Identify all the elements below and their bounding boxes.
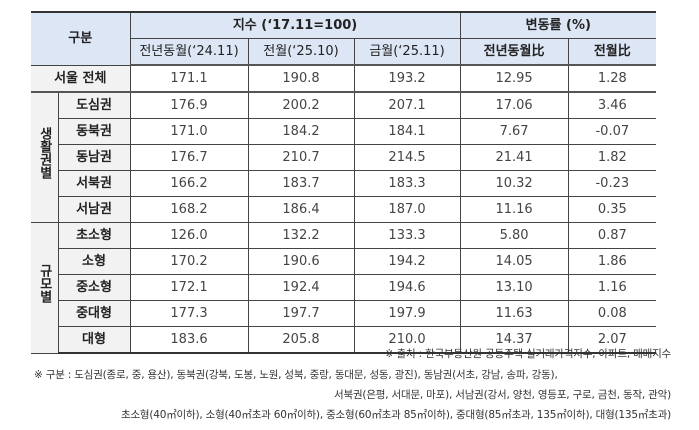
- cell-value: 197.7: [247, 300, 355, 327]
- source-note: ※ 출처 : 한국부동산원 공동주택 실거래가격지수, 아파트, 매매지수: [384, 348, 671, 360]
- table-row: 중소형 172.1 192.4 194.6 13.10 1.16: [31, 274, 657, 301]
- cell-value: 166.2: [129, 170, 249, 197]
- table-row: 서남권 168.2 186.4 187.0 11.16 0.35: [31, 196, 657, 223]
- cell-value: 1.86: [567, 248, 657, 275]
- table-row: 소형 170.2 190.6 194.2 14.05 1.86: [31, 248, 657, 275]
- cell-value: 7.67: [459, 118, 569, 145]
- cell-value: 193.2: [353, 64, 461, 93]
- cell-value: 10.32: [459, 170, 569, 197]
- cell-value: 12.95: [459, 64, 569, 93]
- cell-value: 192.4: [247, 274, 355, 301]
- cell-value: -0.23: [567, 170, 657, 197]
- table-row-seoul-total: 서울 전체 171.1 190.8 193.2 12.95 1.28: [31, 64, 657, 93]
- cell-value: 183.3: [353, 170, 461, 197]
- change-group-header: 변동률 (%): [459, 11, 657, 39]
- cell-value: 170.2: [129, 248, 249, 275]
- cell-value: 176.9: [129, 91, 249, 119]
- cell-value: 171.0: [129, 118, 249, 145]
- cell-value: 171.1: [129, 64, 249, 93]
- cell-value: 0.35: [567, 196, 657, 223]
- cell-value: 186.4: [247, 196, 355, 223]
- index-group-header: 지수 (‘17.11=100): [129, 11, 461, 39]
- price-index-table: 구분 지수 (‘17.11=100) 변동률 (%) 전년동월(‘24.11) …: [31, 11, 657, 354]
- cell-value: 132.2: [247, 222, 355, 249]
- cell-value: 190.8: [247, 64, 355, 93]
- row-label: 동남권: [58, 144, 131, 171]
- cell-value: 190.6: [247, 248, 355, 275]
- cell-value: 1.28: [567, 64, 657, 93]
- group-label-region: 생활권별: [31, 91, 59, 223]
- cell-value: -0.07: [567, 118, 657, 145]
- category-header: 구분: [31, 11, 131, 66]
- group-label-size: 규모별: [31, 222, 59, 354]
- cell-value: 197.9: [353, 300, 461, 327]
- cell-value: 200.2: [247, 91, 355, 119]
- cell-value: 214.5: [353, 144, 461, 171]
- cell-value: 21.41: [459, 144, 569, 171]
- group-label-text: 규모별: [36, 263, 52, 303]
- cell-value: 14.05: [459, 248, 569, 275]
- row-label: 초소형: [57, 222, 131, 249]
- cell-value: 177.3: [129, 300, 249, 327]
- table-row: 중대형 177.3 197.7 197.9 11.63 0.08: [31, 300, 657, 327]
- category-note-line-3: 초소형(40㎡이하), 소형(40㎡초과 60㎡이하), 중소형(60㎡초과 8…: [120, 409, 671, 421]
- cell-value: 210.0: [353, 326, 461, 354]
- row-label: 서울 전체: [31, 64, 131, 93]
- table-row: 동남권 176.7 210.7 214.5 21.41 1.82: [31, 144, 657, 171]
- cell-value: 133.3: [353, 222, 461, 249]
- cell-value: 187.0: [353, 196, 461, 223]
- cell-value: 194.6: [353, 274, 461, 301]
- cell-value: 172.1: [129, 274, 249, 301]
- header-row-2: 전년동월(‘24.11) 전월(‘25.10) 금월(‘25.11) 전년동월比…: [31, 38, 657, 66]
- cell-value: 17.06: [459, 91, 569, 119]
- col-header-yoy: 전년동월比: [459, 38, 569, 66]
- cell-value: 176.7: [129, 144, 249, 171]
- cell-value: 1.82: [567, 144, 657, 171]
- cell-value: 183.7: [247, 170, 355, 197]
- cell-value: 2.07: [567, 326, 657, 354]
- cell-value: 11.63: [459, 300, 569, 327]
- row-label: 도심권: [57, 91, 131, 119]
- cell-value: 184.1: [353, 118, 461, 145]
- row-label: 서북권: [58, 170, 131, 197]
- cell-value: 194.2: [353, 248, 461, 275]
- table-row: 동북권 171.0 184.2 184.1 7.67 -0.07: [31, 118, 657, 145]
- row-label: 동북권: [58, 118, 131, 145]
- cell-value: 14.37: [459, 326, 569, 354]
- row-label: 대형: [58, 326, 131, 354]
- cell-value: 184.2: [247, 118, 355, 145]
- row-label: 중소형: [58, 274, 131, 301]
- row-label: 소형: [58, 248, 131, 275]
- cell-value: 5.80: [459, 222, 569, 249]
- table-row: 서북권 166.2 183.7 183.3 10.32 -0.23: [31, 170, 657, 197]
- cell-value: 207.1: [353, 91, 461, 119]
- row-label: 중대형: [58, 300, 131, 327]
- cell-value: 13.10: [459, 274, 569, 301]
- row-label: 서남권: [58, 196, 131, 223]
- cell-value: 1.16: [567, 274, 657, 301]
- cell-value: 3.46: [567, 91, 657, 119]
- cell-value: 11.16: [459, 196, 569, 223]
- table-row: 생활권별 도심권 176.9 200.2 207.1 17.06 3.46: [31, 91, 657, 223]
- category-note-line-1: ※ 구분 : 도심권(종로, 중, 용산), 동북권(강북, 도봉, 노원, 성…: [34, 369, 558, 381]
- table-row: 대형 183.6 205.8 210.0 14.37 2.07: [31, 326, 657, 354]
- col-header-current-month: 금월(‘25.11): [353, 38, 461, 66]
- group-label-text: 생활권별: [36, 127, 52, 179]
- cell-value: 0.87: [567, 222, 657, 249]
- header-row-1: 구분 지수 (‘17.11=100) 변동률 (%): [31, 11, 657, 66]
- cell-value: 126.0: [129, 222, 249, 249]
- col-header-prev-month: 전월(‘25.10): [247, 38, 355, 66]
- cell-value: 168.2: [129, 196, 249, 223]
- cell-value: 183.6: [129, 326, 249, 354]
- col-header-mom: 전월比: [567, 38, 657, 66]
- cell-value: 210.7: [247, 144, 355, 171]
- cell-value: 0.08: [567, 300, 657, 327]
- category-note-line-2: 서북권(은평, 서대문, 마포), 서남권(강서, 양천, 영등포, 구로, 금…: [334, 389, 671, 401]
- cell-value: 205.8: [247, 326, 355, 354]
- col-header-prev-year: 전년동월(‘24.11): [130, 38, 249, 66]
- table-row: 규모별 초소형 126.0 132.2 133.3 5.80 0.87: [31, 222, 657, 354]
